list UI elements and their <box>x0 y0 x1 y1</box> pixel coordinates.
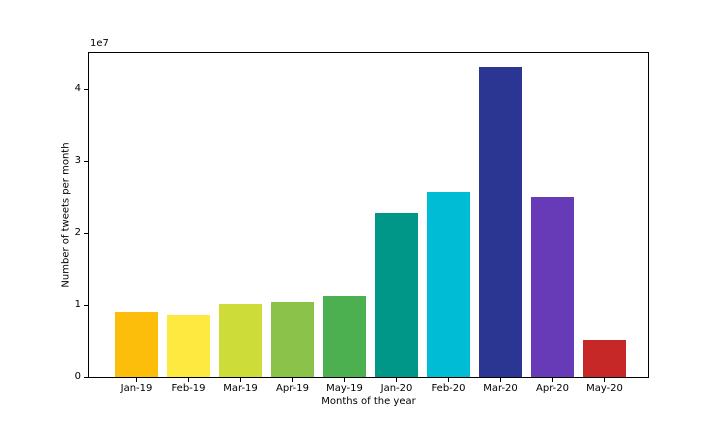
x-tick-label-apr-19: Apr-19 <box>276 383 309 394</box>
y-tick-label-2: 2 <box>74 227 81 238</box>
bar-feb-20 <box>427 191 470 377</box>
y-tick-mark <box>84 88 88 90</box>
y-tick-mark <box>84 304 88 306</box>
x-axis-label: Months of the year <box>321 396 416 407</box>
x-tick-mark <box>500 378 501 382</box>
x-tick-label-may-19: May-19 <box>326 383 363 394</box>
plot-area: Jan-19 Feb-19 Mar-19 Apr-19 May-19 Jan-20 Feb-… <box>75 52 649 394</box>
x-tick-mark <box>188 378 189 382</box>
y-tick-label-3: 3 <box>74 155 81 166</box>
bar-may-19 <box>323 296 366 377</box>
y-axis-offset-label: 1e7 <box>90 38 109 49</box>
bar-jan-19 <box>115 312 158 377</box>
x-tick-mark <box>292 378 293 382</box>
bar-jan-20 <box>375 212 418 377</box>
y-tick-mark <box>84 160 88 162</box>
x-tick-label-may-20: May-20 <box>586 383 623 394</box>
y-tick-mark <box>84 376 88 378</box>
x-tick-label-jan-19: Jan-19 <box>120 383 153 394</box>
x-tick-mark <box>396 378 397 382</box>
x-tick-mark <box>552 378 553 382</box>
bar-apr-19 <box>271 302 314 377</box>
y-tick-label-4: 4 <box>74 83 81 94</box>
bar-apr-20 <box>531 197 574 377</box>
x-tick-mark <box>448 378 449 382</box>
bar-mar-19 <box>219 303 262 377</box>
bar-feb-19 <box>167 315 210 377</box>
y-tick-label-1: 1 <box>74 299 81 310</box>
x-tick-mark <box>604 378 605 382</box>
x-tick-label-jan-20: Jan-20 <box>380 383 413 394</box>
x-tick-label-feb-19: Feb-19 <box>171 383 206 394</box>
x-tick-mark <box>136 378 137 382</box>
bar-mar-20 <box>479 67 522 377</box>
y-tick-mark <box>84 232 88 234</box>
bar-may-20 <box>583 340 626 377</box>
x-tick-label-mar-20: Mar-20 <box>483 383 518 394</box>
x-tick-mark <box>240 378 241 382</box>
y-tick-label-0: 0 <box>74 371 81 382</box>
x-tick-mark <box>344 378 345 382</box>
x-tick-label-feb-20: Feb-20 <box>431 383 466 394</box>
x-tick-label-mar-19: Mar-19 <box>223 383 258 394</box>
x-tick-label-apr-20: Apr-20 <box>536 383 569 394</box>
